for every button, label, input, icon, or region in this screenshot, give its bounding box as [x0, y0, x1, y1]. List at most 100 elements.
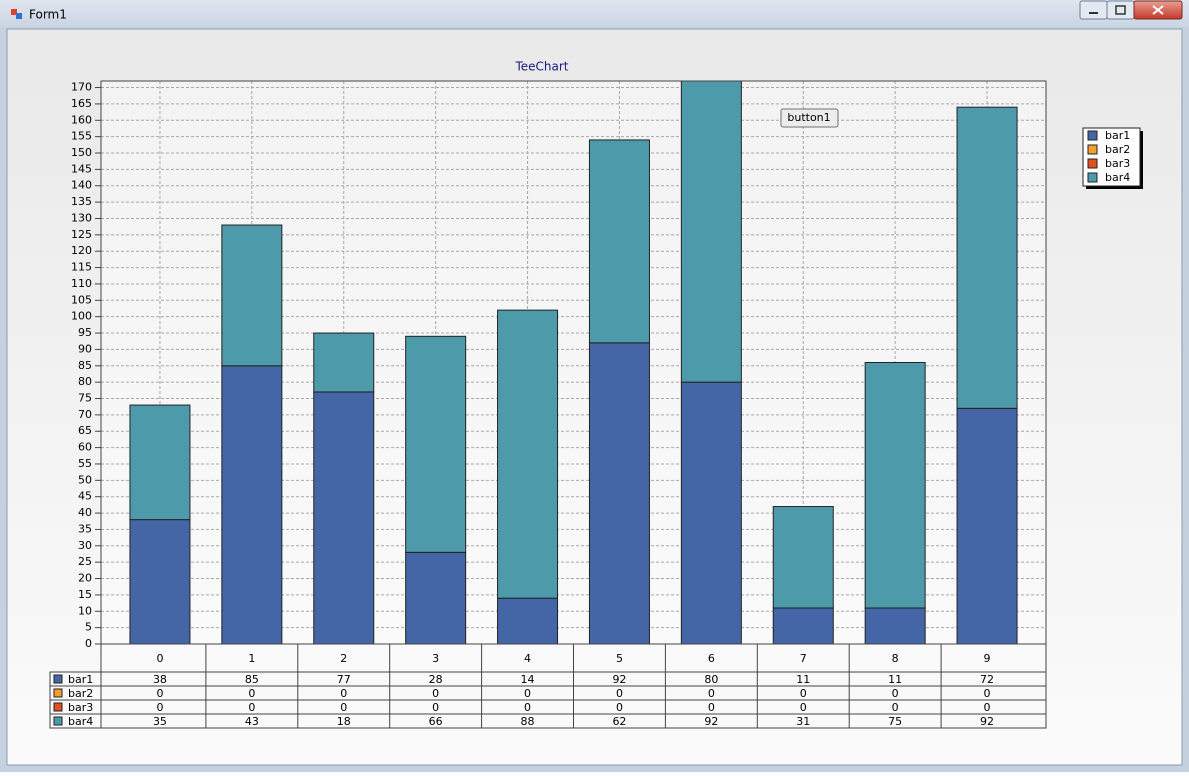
y-tick-label: 150 — [71, 146, 92, 159]
y-tick-label: 100 — [71, 310, 92, 323]
bar — [313, 391, 375, 645]
table-cell: 0 — [156, 687, 163, 700]
y-tick-label: 20 — [78, 572, 92, 585]
legend-swatch — [53, 716, 63, 726]
bar — [405, 551, 467, 645]
bar — [405, 335, 467, 553]
x-tick-label: 0 — [156, 652, 163, 665]
row-label: bar1 — [68, 673, 93, 686]
table-cell: 31 — [796, 715, 810, 728]
bar — [221, 365, 283, 645]
y-tick-label: 145 — [71, 162, 92, 175]
row-label: bar4 — [68, 715, 93, 728]
table-cell: 80 — [704, 673, 718, 686]
y-tick-label: 50 — [78, 473, 92, 486]
table-cell: 0 — [984, 701, 991, 714]
legend-swatch — [1087, 158, 1098, 169]
bar — [864, 607, 926, 645]
bar — [956, 407, 1018, 645]
table-cell: 38 — [153, 673, 167, 686]
table-cell: 85 — [245, 673, 259, 686]
row-label: bar3 — [68, 701, 93, 714]
bar — [497, 597, 559, 645]
legend-swatch — [53, 702, 63, 712]
x-tick-label: 6 — [708, 652, 715, 665]
button[interactable] — [780, 108, 839, 128]
y-tick-label: 80 — [78, 375, 92, 388]
table-cell: 0 — [984, 687, 991, 700]
y-tick-label: 85 — [78, 359, 92, 372]
y-tick-label: 165 — [71, 97, 92, 110]
table-cell: 0 — [432, 687, 439, 700]
table-cell: 88 — [521, 715, 535, 728]
y-tick-label: 90 — [78, 342, 92, 355]
y-tick-label: 35 — [78, 522, 92, 535]
table-cell: 66 — [429, 715, 443, 728]
minimize-button[interactable] — [1079, 0, 1108, 20]
table-cell: 35 — [153, 715, 167, 728]
table-cell: 72 — [980, 673, 994, 686]
y-tick-label: 5 — [85, 621, 92, 634]
y-tick-label: 140 — [71, 179, 92, 192]
table-cell: 62 — [612, 715, 626, 728]
table-cell: 0 — [892, 701, 899, 714]
x-tick-label: 2 — [340, 652, 347, 665]
y-tick-label: 105 — [71, 293, 92, 306]
table-cell: 0 — [248, 687, 255, 700]
bar — [680, 80, 742, 383]
bar — [313, 332, 375, 393]
legend-swatch — [53, 674, 63, 684]
x-tick-label: 1 — [248, 652, 255, 665]
x-tick-label: 5 — [616, 652, 623, 665]
table-cell: 92 — [980, 715, 994, 728]
table-cell: 77 — [337, 673, 351, 686]
legend-swatch — [53, 688, 63, 698]
y-tick-label: 40 — [78, 506, 92, 519]
table-cell: 0 — [524, 687, 531, 700]
y-tick-label: 115 — [71, 261, 92, 274]
bar — [221, 224, 283, 367]
bar — [588, 139, 650, 344]
table-cell: 43 — [245, 715, 259, 728]
table-cell: 11 — [888, 673, 902, 686]
table-cell: 0 — [800, 701, 807, 714]
y-tick-label: 30 — [78, 539, 92, 552]
y-tick-label: 70 — [78, 408, 92, 421]
y-tick-label: 95 — [78, 326, 92, 339]
table-cell: 75 — [888, 715, 902, 728]
table-cell: 0 — [616, 687, 623, 700]
y-tick-label: 45 — [78, 490, 92, 503]
y-tick-label: 55 — [78, 457, 92, 470]
table-cell: 0 — [800, 687, 807, 700]
legend-swatch — [1087, 144, 1098, 155]
bar — [129, 404, 191, 521]
y-tick-label: 125 — [71, 228, 92, 241]
bar — [956, 106, 1018, 409]
bar — [129, 519, 191, 645]
table-cell: 92 — [704, 715, 718, 728]
table-cell: 0 — [616, 701, 623, 714]
legend-swatch — [1087, 130, 1098, 141]
x-tick-label: 8 — [892, 652, 899, 665]
bars — [129, 80, 1018, 645]
legend-label: bar3 — [1105, 157, 1130, 170]
y-tick-label: 170 — [71, 81, 92, 94]
bar — [588, 342, 650, 645]
y-tick-label: 155 — [71, 130, 92, 143]
x-tick-label: 9 — [984, 652, 991, 665]
y-tick-label: 120 — [71, 244, 92, 257]
legend-label: bar4 — [1105, 171, 1130, 184]
table-cell: 14 — [521, 673, 535, 686]
window-title: Form1 — [29, 8, 67, 22]
legend-label: bar1 — [1105, 129, 1130, 142]
table-row — [49, 713, 1047, 729]
table-cell: 0 — [892, 687, 899, 700]
table-cell: 28 — [429, 673, 443, 686]
maximize-button[interactable] — [1106, 0, 1135, 20]
table-cell: 0 — [248, 701, 255, 714]
bar — [680, 381, 742, 645]
y-tick-label: 160 — [71, 113, 92, 126]
